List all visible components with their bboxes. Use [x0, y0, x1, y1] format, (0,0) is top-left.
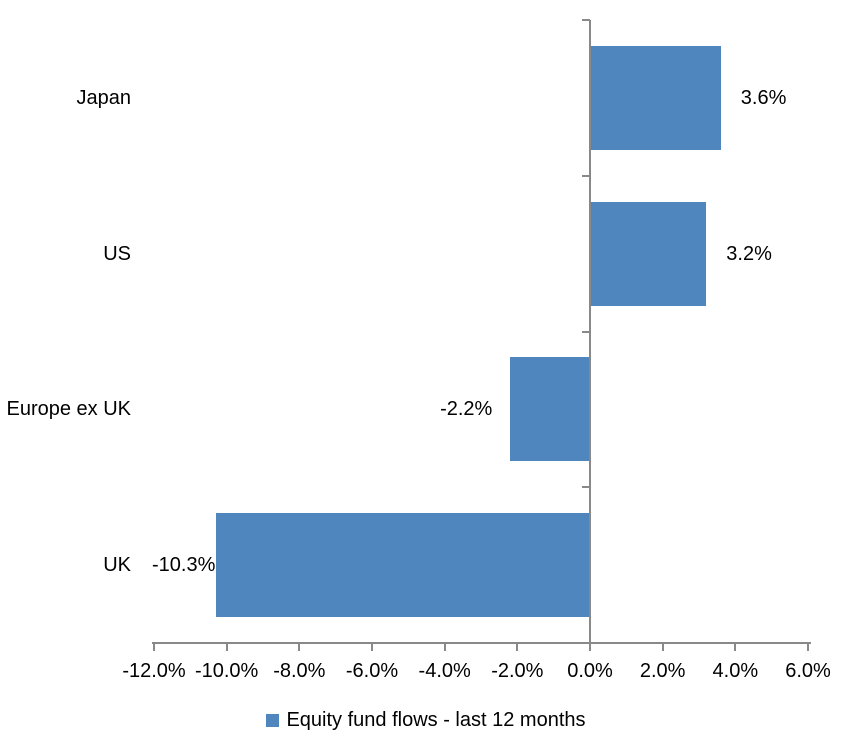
x-tick-label-6-0: 6.0%: [785, 660, 831, 682]
bar-japan: [590, 45, 721, 150]
category-axis-tick: [582, 330, 590, 333]
legend-label: Equity fund flows - last 12 months: [286, 709, 586, 731]
category-axis-tick: [582, 19, 590, 21]
x-tick-label-2-0: -2.0%: [491, 660, 544, 682]
zero-axis-line: [588, 20, 591, 643]
x-axis-tick: [298, 643, 301, 651]
x-axis-line: [152, 642, 811, 644]
category-axis-tick: [582, 486, 590, 489]
category-label-europe-ex-uk: Europe ex UK: [6, 398, 131, 421]
x-axis-tick: [371, 643, 373, 651]
category-label-japan: Japan: [76, 86, 132, 109]
category-label-us: US: [103, 242, 131, 265]
x-axis-tick: [734, 643, 737, 651]
legend: Equity fund flows - last 12 months: [0, 707, 852, 733]
category-label-uk: UK: [103, 554, 131, 577]
x-axis-tick: [516, 643, 519, 651]
legend-marker-square-icon: [266, 713, 280, 727]
value-label-uk: -10.3%: [152, 554, 216, 577]
bar-us: [590, 201, 707, 306]
x-axis-tick: [225, 643, 228, 651]
x-axis-tick: [443, 643, 446, 651]
x-tick-label-10-0: -10.0%: [194, 660, 259, 682]
x-tick-label-4-0: 4.0%: [712, 660, 759, 682]
category-axis-tick: [582, 174, 590, 177]
x-axis-tick: [153, 643, 155, 651]
x-axis-tick: [807, 643, 809, 651]
x-tick-label-12-0: -12.0%: [122, 660, 186, 682]
value-label-japan: 3.6%: [740, 86, 787, 109]
bar-europe-ex-uk: [510, 357, 590, 462]
x-axis-tick: [661, 643, 664, 651]
x-tick-label-4-0: -4.0%: [418, 660, 471, 682]
x-tick-label-0-0: 0.0%: [567, 660, 613, 682]
x-tick-label-6-0: -6.0%: [345, 660, 399, 682]
value-label-us: 3.2%: [726, 242, 772, 265]
bar-uk: [215, 513, 590, 618]
value-label-europe-ex-uk: -2.2%: [440, 398, 493, 421]
x-axis-tick: [589, 643, 591, 651]
x-tick-label-8-0: -8.0%: [273, 660, 326, 682]
x-tick-label-2-0: 2.0%: [639, 660, 686, 682]
